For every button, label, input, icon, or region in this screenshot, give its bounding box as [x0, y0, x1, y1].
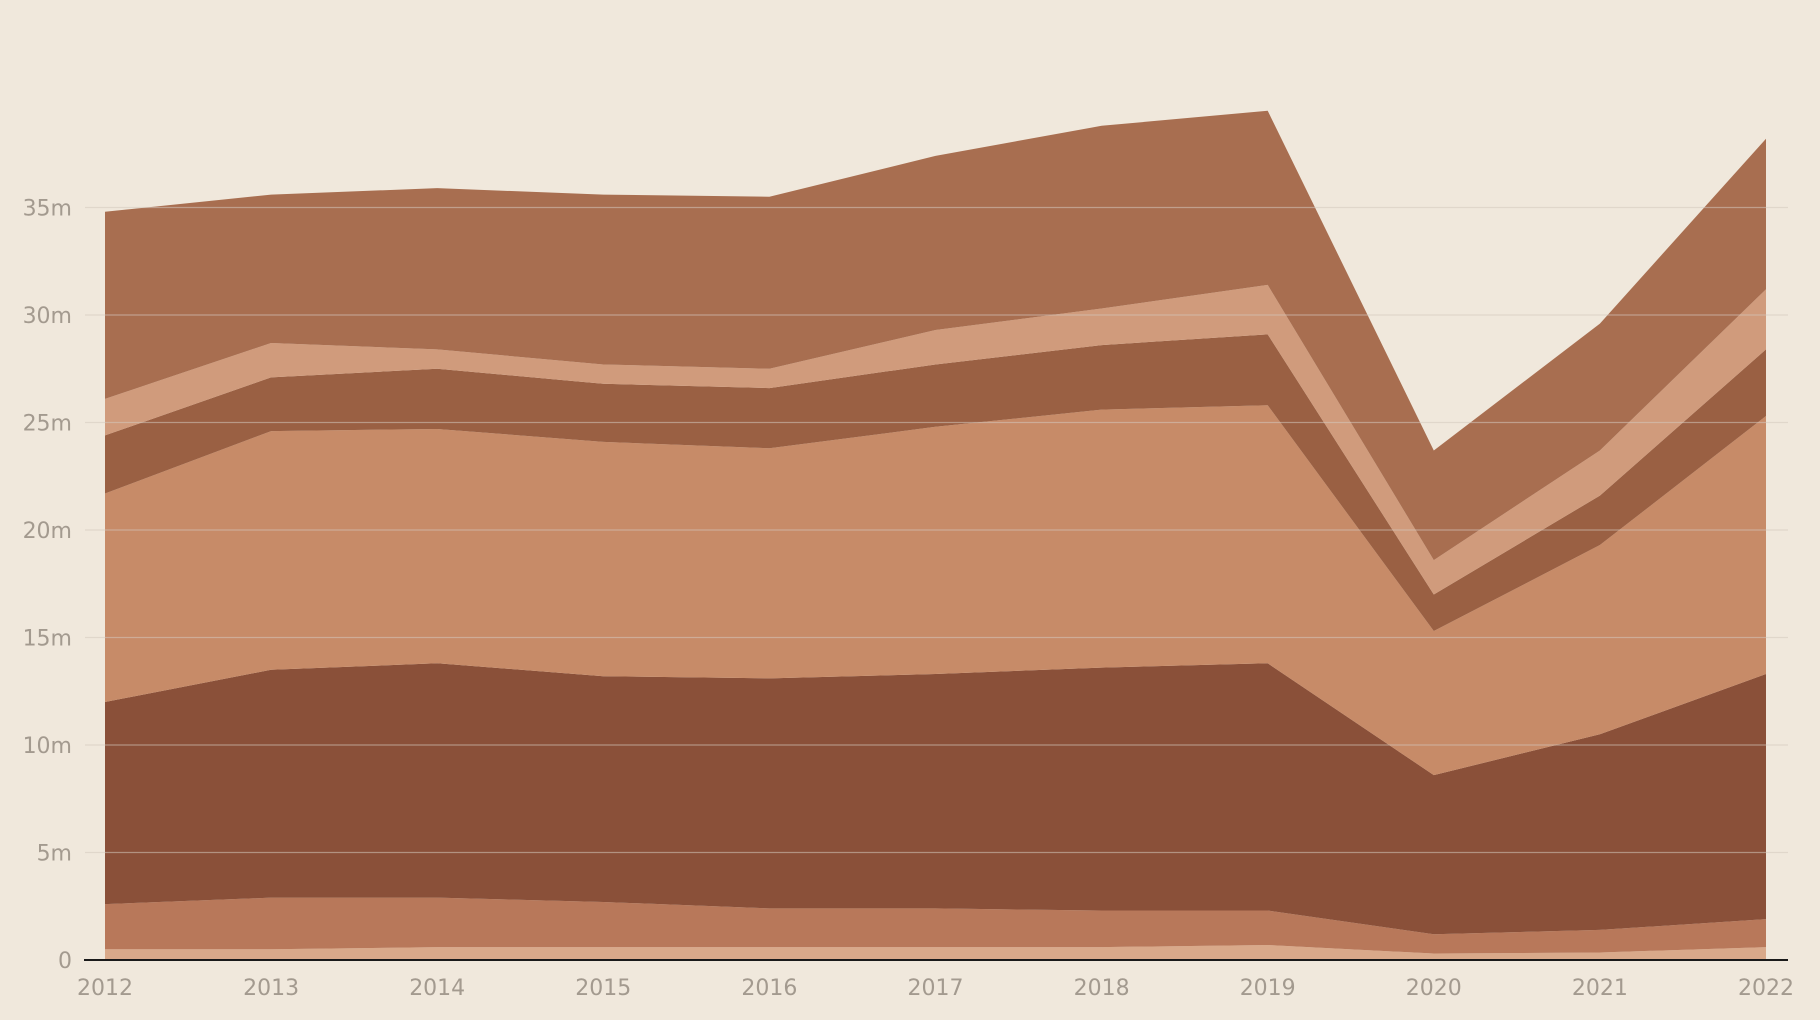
- area-series-group: [105, 110, 1766, 960]
- area-series-4: [105, 405, 1766, 776]
- y-tick-label-5: 25m: [23, 412, 72, 437]
- y-tick-label-2: 10m: [23, 734, 72, 759]
- area-series-6: [105, 284, 1766, 595]
- area-series-1: [105, 944, 1766, 960]
- x-tick-label-2016: 2016: [741, 976, 797, 1001]
- x-tick-labels: 2012 2013 2014 2015 2016 2017 2018 2019 2020 2021…: [77, 976, 1794, 1001]
- x-tick-label-2020: 2020: [1406, 976, 1462, 1001]
- y-tick-label-3: 15m: [23, 627, 72, 652]
- y-gridlines: [85, 206, 1788, 854]
- x-tick-label-2015: 2015: [575, 976, 631, 1001]
- y-tick-label-0: 0: [58, 949, 72, 974]
- x-tick-label-2019: 2019: [1240, 976, 1296, 1001]
- area-series-2: [105, 897, 1766, 954]
- x-tick-label-2017: 2017: [908, 976, 964, 1001]
- x-tick-label-2014: 2014: [409, 976, 465, 1001]
- y-tick-label-6: 30m: [23, 304, 72, 329]
- y-tick-labels: 0 5m 10m 15m 20m 25m 30m 35m: [23, 197, 72, 975]
- area-series-3: [105, 663, 1766, 935]
- y-tick-label-1: 5m: [37, 842, 72, 867]
- x-tick-label-2022: 2022: [1738, 976, 1794, 1001]
- area-series-7: [105, 110, 1766, 561]
- x-tick-label-2013: 2013: [243, 976, 299, 1001]
- x-tick-label-2018: 2018: [1074, 976, 1130, 1001]
- x-tick-label-2012: 2012: [77, 976, 133, 1001]
- y-tick-label-4: 20m: [23, 519, 72, 544]
- x-tick-label-2021: 2021: [1572, 976, 1628, 1001]
- area-series-5: [105, 334, 1766, 632]
- y-tick-label-7: 35m: [23, 197, 72, 222]
